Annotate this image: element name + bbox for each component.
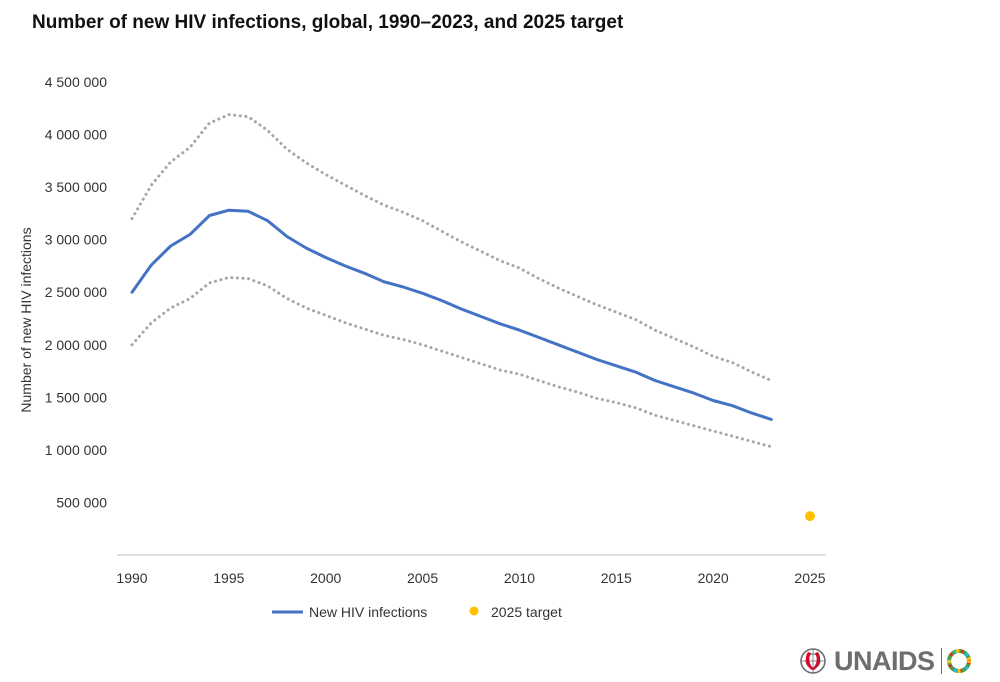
logo-divider [940,648,942,674]
x-tick-label: 1990 [116,570,147,586]
chart-title: Number of new HIV infections, global, 19… [32,12,624,33]
y-tick-label: 4 000 000 [45,127,107,143]
y-tick-label: 2 500 000 [45,284,107,300]
series-layer [130,113,815,522]
y-tick-label: 500 000 [56,494,107,510]
y-axis-label: Number of new HIV infections [18,227,34,412]
y-axis: 500 000 1 000 000 1 500 000 2 000 000 2 500 … [45,74,108,510]
x-tick-label: 2020 [698,570,729,586]
target-point-2025 [805,511,815,522]
logo-wordmark: UNAIDS [834,645,935,676]
y-tick-label: 3 000 000 [45,232,107,248]
x-tick-label: 1995 [213,570,244,586]
unaids-logo: UNAIDS [796,644,988,678]
x-tick-label: 2000 [310,570,341,586]
y-tick-label: 1 500 000 [45,389,107,405]
x-tick-label: 2015 [601,570,632,586]
legend-swatch-target [469,606,479,616]
series-line-lower-bound [130,276,773,449]
y-tick-label: 2 000 000 [45,337,107,353]
legend-label-target: 2025 target [491,604,562,620]
series-line-new-infections [130,208,773,421]
x-axis: 1990 1995 2000 2005 2010 2015 2020 2025 [116,570,825,586]
legend: New HIV infections 2025 target [272,604,562,620]
un-emblem-icon [800,648,826,674]
x-tick-label: 2010 [504,570,535,586]
y-tick-label: 1 000 000 [45,442,107,458]
legend-label-new-infections: New HIV infections [309,604,427,620]
y-tick-label: 3 500 000 [45,179,107,195]
series-line-upper-bound [130,113,773,382]
sdg-wheel-icon [946,649,971,673]
x-tick-label: 2005 [407,570,438,586]
x-tick-label: 2025 [794,570,825,586]
y-tick-label: 4 500 000 [45,74,107,90]
